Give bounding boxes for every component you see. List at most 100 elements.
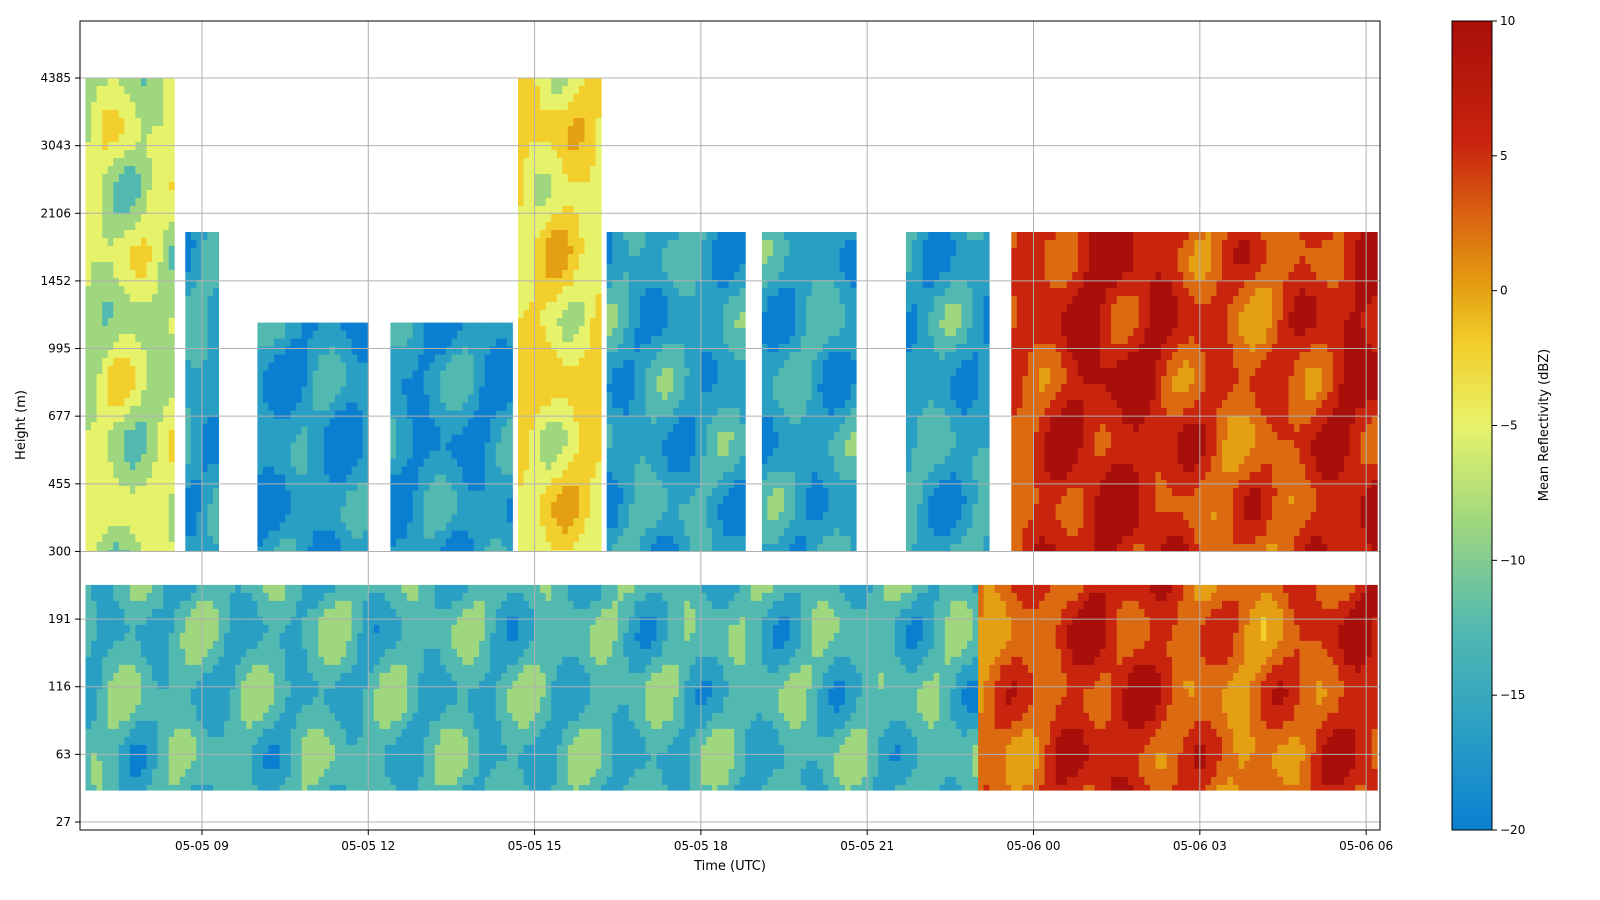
- heatmap-cell: [96, 350, 103, 359]
- heatmap-cell: [684, 544, 691, 552]
- heatmap-cell: [168, 462, 175, 471]
- heatmap-cell: [717, 280, 724, 289]
- heatmap-cell: [290, 522, 297, 532]
- heatmap-cell: [268, 434, 275, 444]
- heatmap-cell: [789, 504, 796, 513]
- heatmap-cell: [146, 518, 153, 527]
- heatmap-cell: [323, 402, 330, 412]
- heatmap-cell: [390, 418, 397, 428]
- heatmap-cell: [778, 312, 785, 321]
- heatmap-cell: [545, 126, 552, 135]
- heatmap-cell: [274, 442, 280, 452]
- heatmap-cell: [396, 450, 402, 460]
- heatmap-cell: [573, 390, 580, 399]
- heatmap-cell: [651, 352, 657, 361]
- heatmap-cell: [357, 354, 364, 364]
- heatmap-cell: [157, 446, 164, 455]
- heatmap-cell: [141, 150, 147, 159]
- heatmap-cell: [811, 544, 818, 552]
- heatmap-cell: [113, 390, 120, 399]
- heatmap-cell: [689, 400, 696, 409]
- heatmap-cell: [445, 402, 452, 412]
- heatmap-cell: [651, 464, 657, 473]
- heatmap-cell: [673, 440, 680, 449]
- heatmap-cell: [573, 430, 580, 439]
- heatmap-cell: [806, 504, 813, 513]
- heatmap-cell: [207, 544, 214, 552]
- heatmap-cell: [301, 514, 308, 524]
- heatmap-cell: [484, 410, 491, 420]
- heatmap-cell: [800, 528, 807, 537]
- heatmap-cell: [606, 264, 613, 273]
- heatmap-cell: [451, 450, 458, 460]
- heatmap-cell: [667, 384, 674, 393]
- heatmap-cell: [124, 502, 131, 511]
- heatmap-cell: [534, 302, 541, 311]
- heatmap-cell: [118, 102, 125, 111]
- heatmap-cell: [850, 296, 857, 305]
- heatmap-cell: [290, 482, 297, 492]
- heatmap-cell: [129, 486, 136, 495]
- heatmap-cell: [562, 318, 569, 327]
- heatmap-cell: [412, 378, 419, 388]
- heatmap-cell: [190, 512, 197, 521]
- heatmap-cell: [822, 408, 829, 417]
- heatmap-cell: [556, 278, 563, 287]
- heatmap-cell: [152, 454, 159, 463]
- heatmap-cell: [468, 482, 475, 492]
- heatmap-cell: [833, 440, 840, 449]
- heatmap-cell: [700, 416, 707, 425]
- heatmap-cell: [778, 408, 785, 417]
- heatmap-cell: [800, 304, 807, 313]
- heatmap-cell: [440, 346, 447, 356]
- heatmap-cell: [578, 414, 585, 423]
- heatmap-cell: [307, 466, 314, 476]
- heatmap-cell: [107, 318, 114, 327]
- heatmap-cell: [529, 342, 535, 351]
- heatmap-cell: [346, 498, 353, 508]
- heatmap-cell: [739, 248, 746, 257]
- heatmap-cell: [146, 190, 153, 199]
- heatmap-cell: [285, 506, 292, 516]
- heatmap-cell: [351, 458, 358, 468]
- heatmap-cell: [440, 498, 447, 508]
- heatmap-cell: [712, 336, 718, 345]
- heatmap-cell: [634, 504, 641, 513]
- heatmap-cell: [623, 304, 630, 313]
- heatmap-cell: [124, 206, 131, 215]
- heatmap-cell: [462, 466, 469, 476]
- heatmap-cell: [146, 366, 153, 375]
- heatmap-cell: [124, 158, 131, 167]
- heatmap-cell: [551, 166, 558, 175]
- heatmap-cell: [440, 538, 447, 548]
- heatmap-cell: [645, 336, 652, 345]
- heatmap-cell: [723, 520, 730, 529]
- heatmap-cell: [806, 464, 813, 473]
- heatmap-cell: [795, 272, 802, 281]
- heatmap-cell: [839, 472, 846, 481]
- heatmap-cell: [606, 312, 613, 321]
- heatmap-cell: [190, 392, 197, 401]
- heatmap-cell: [778, 472, 785, 481]
- heatmap-cell: [351, 530, 358, 540]
- heatmap-cell: [634, 392, 641, 401]
- heatmap-cell: [335, 466, 341, 476]
- heatmap-cell: [518, 358, 524, 367]
- heatmap-cell: [157, 78, 164, 87]
- heatmap-cell: [268, 466, 275, 476]
- heatmap-cell: [434, 418, 441, 428]
- heatmap-cell: [268, 378, 275, 388]
- heatmap-cell: [628, 272, 635, 281]
- heatmap-cell: [534, 494, 541, 503]
- heatmap-cell: [468, 546, 475, 552]
- heatmap-cell: [767, 512, 774, 521]
- heatmap-cell: [723, 280, 730, 289]
- heatmap-cell: [789, 312, 796, 321]
- heatmap-cell: [606, 384, 613, 393]
- heatmap-cell: [202, 440, 208, 449]
- heatmap-cell: [157, 438, 164, 447]
- heatmap-cell: [185, 312, 192, 321]
- heatmap-cell: [645, 544, 652, 552]
- heatmap-cell: [739, 264, 746, 273]
- heatmap-cell: [285, 538, 292, 548]
